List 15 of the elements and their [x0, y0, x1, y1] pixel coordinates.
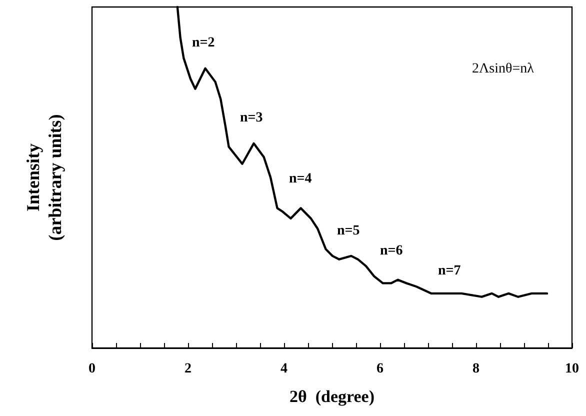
- x-tick-label: 0: [88, 362, 96, 376]
- x-tick-label: 10: [565, 362, 579, 376]
- annotation: n=6: [380, 244, 403, 258]
- annotation: n=4: [289, 172, 312, 186]
- x-tick-label: 4: [280, 362, 288, 376]
- annotation: 2Λsinθ=nλ: [472, 62, 534, 76]
- x-axis-title: 2θ (degree): [289, 387, 375, 406]
- annotation: n=3: [240, 110, 263, 126]
- annotation: n=2: [192, 36, 215, 50]
- x-tick-label: 8: [472, 362, 480, 376]
- y-axis-title: Intensity (arbitrary units): [23, 114, 65, 241]
- x-tick-label: 2: [184, 362, 192, 376]
- annotation: n=7: [438, 264, 461, 278]
- annotation: n=5: [337, 224, 360, 238]
- x-tick-label: 6: [376, 362, 384, 376]
